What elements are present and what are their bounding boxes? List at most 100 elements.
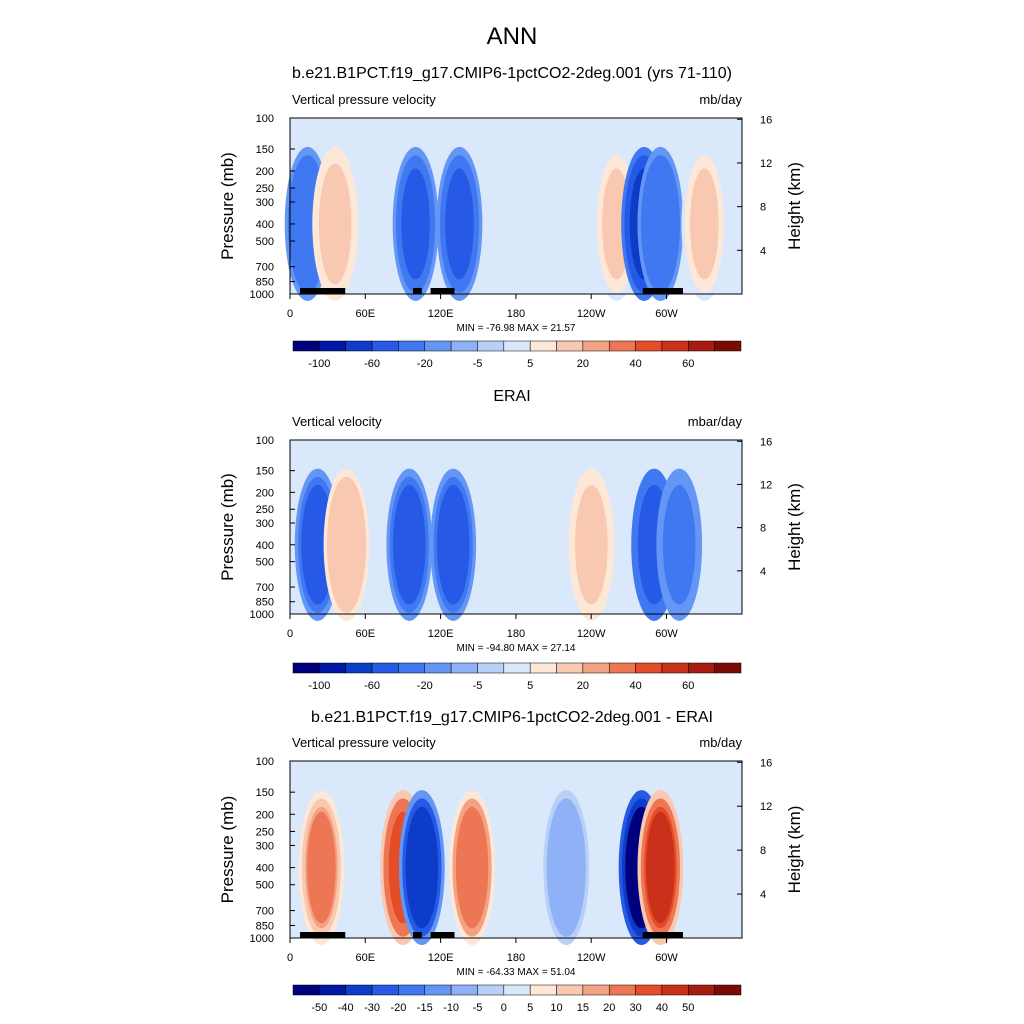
colorbar-swatch [371,340,399,352]
x-tick-label: 60E [356,628,376,640]
colorbar-swatch [529,662,557,674]
contour-field [284,118,742,302]
y-tick-label: 250 [256,183,274,195]
colorbar-swatch [398,984,426,996]
colorbar-label: 60 [682,358,694,370]
y-right-tick-label: 4 [760,889,766,901]
colorbar-label: -5 [473,680,483,692]
colorbar-swatch [635,662,663,674]
colorbar-swatch [556,984,584,996]
min-max-stats: MIN = -94.80 MAX = 27.14 [457,643,576,654]
y-tick-label: 150 [256,787,274,799]
y-tick-label: 250 [256,826,274,838]
contour-blob-1-level-4 [303,489,332,600]
topography-bar-1 [300,932,346,938]
contour-blob-7-level-4 [646,811,675,924]
y-tick-label: 300 [256,197,274,209]
y-right-tick-label: 12 [760,801,772,813]
colorbar-swatch [371,662,399,674]
right-label: mb/day [699,735,742,750]
colorbar-label: -30 [364,1002,380,1014]
y-right-axis-label: Height (km) [785,806,804,894]
y-right-axis-label: Height (km) [785,483,804,571]
x-tick-label: 60E [356,308,376,320]
y-tick-label: 100 [256,435,274,447]
colorbar-label: 60 [682,680,694,692]
y-tick-label: 200 [256,809,274,821]
colorbar-swatch [661,340,689,352]
y-right-axis-label: Height (km) [785,162,804,250]
x-tick-label: 60W [655,308,678,320]
colorbar-swatch [345,340,373,352]
colorbar-swatch [661,662,689,674]
colorbar-label: 20 [577,680,589,692]
colorbar-swatch [319,340,346,352]
y-tick-label: 400 [256,863,274,875]
contour-blob-4-level-4 [438,489,468,600]
y-tick-label: 250 [256,504,274,516]
colorbar-swatch [398,340,426,352]
y-tick-label: 1000 [250,609,274,621]
colorbar-label: -100 [308,680,330,692]
min-max-stats: MIN = -76.98 MAX = 21.57 [457,323,576,334]
chart-panel-3: b.e21.B1PCT.f19_g17.CMIP6-1pctCO2-2deg.0… [218,709,804,1014]
contour-field [290,761,742,946]
colorbar: -100 -60 -20 -5 5 20 40 60 [292,340,742,370]
y-tick-label: 700 [256,906,274,918]
colorbar-swatch [450,662,478,674]
y-tick-label: 400 [256,540,274,552]
colorbar-swatch [582,984,610,996]
colorbar-swatch [503,340,531,352]
y-tick-label: 400 [256,219,274,231]
colorbar-label: -5 [473,1002,483,1014]
topography-bar-2 [413,288,422,294]
colorbar-swatch [424,340,452,352]
topography-bar-4 [642,288,683,294]
colorbar-swatch [503,984,531,996]
colorbar-swatch [688,984,715,996]
colorbar-swatch [371,984,399,996]
colorbar-label: 20 [603,1002,615,1014]
contour-blob-4-level-4 [445,168,474,280]
colorbar-swatch [292,340,320,352]
y-tick-label: 850 [256,277,274,289]
y-right-tick-label: 8 [760,523,766,535]
y-right-tick-label: 16 [760,436,772,448]
colorbar-swatch [688,662,715,674]
y-tick-label: 150 [256,466,274,478]
colorbar-swatch [424,662,452,674]
right-label: mbar/day [688,414,743,429]
y-tick-label: 300 [256,840,274,852]
colorbar: -100 -60 -20 -5 5 20 40 60 [292,662,742,692]
figure-main-title: ANN [487,23,538,50]
colorbar-label: -5 [473,358,483,370]
contour-blob-4-level-4 [457,811,487,924]
chart-title: b.e21.B1PCT.f19_g17.CMIP6-1pctCO2-2deg.0… [292,65,732,82]
colorbar-swatch [477,984,505,996]
colorbar-label: 5 [527,1002,533,1014]
colorbar-label: -100 [308,358,330,370]
x-tick-label: 120E [428,308,454,320]
colorbar-swatch [292,984,320,996]
colorbar-swatch [477,662,505,674]
x-tick-label: 60E [356,952,376,964]
colorbar-swatch [529,984,557,996]
topography-bar-1 [300,288,346,294]
y-right-tick-label: 4 [760,245,766,257]
colorbar-label: -60 [364,358,380,370]
y-right-tick-label: 16 [760,757,772,769]
x-tick-label: 120E [428,628,454,640]
colorbar-swatch [608,984,636,996]
contour-blob-3-level-4 [407,811,437,924]
colorbar-swatch [714,340,742,352]
colorbar-label: -10 [443,1002,459,1014]
y-right-tick-label: 12 [760,158,772,170]
x-tick-label: 0 [287,308,293,320]
colorbar-swatch [529,340,557,352]
colorbar-label: -20 [390,1002,406,1014]
y-tick-label: 300 [256,518,274,530]
y-tick-label: 700 [256,262,274,274]
colorbar-swatch [714,662,742,674]
